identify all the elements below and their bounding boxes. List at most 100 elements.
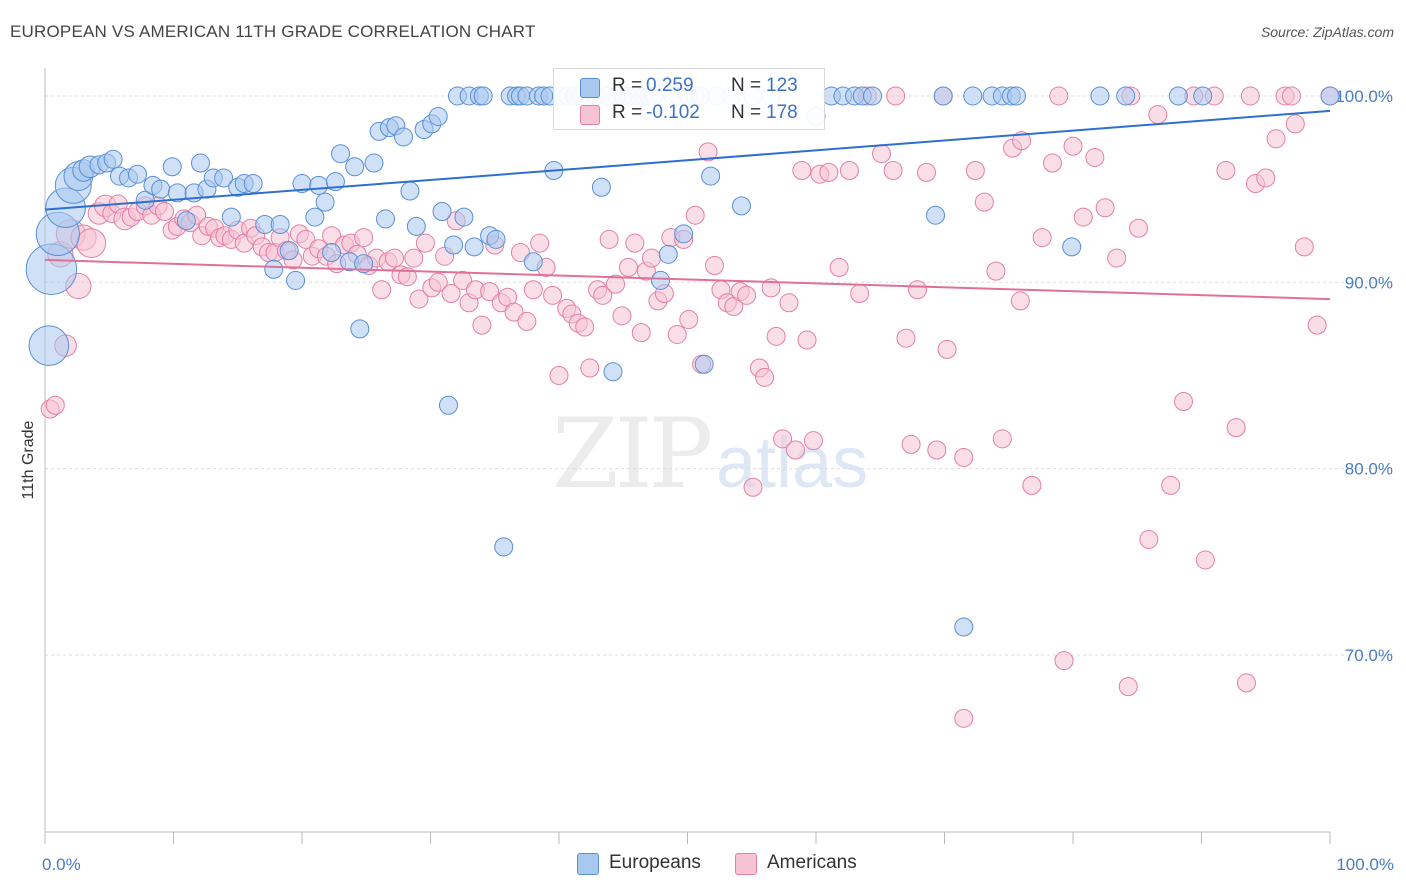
american-point bbox=[819, 162, 839, 182]
american-point bbox=[409, 289, 429, 309]
european-point bbox=[926, 205, 946, 225]
y-axis-label: 11th Grade bbox=[20, 420, 37, 499]
european-point bbox=[28, 325, 70, 366]
x-tick-label-min: 0.0% bbox=[42, 855, 81, 874]
americans-trend-line bbox=[44, 258, 1331, 301]
european-point bbox=[400, 181, 420, 201]
europeans-swatch bbox=[580, 78, 600, 98]
stats-row-europeans: R = 0.259 N = 123 bbox=[554, 75, 824, 101]
american-point bbox=[896, 328, 916, 348]
european-point bbox=[345, 157, 365, 177]
american-point bbox=[792, 160, 812, 180]
american-point bbox=[612, 306, 632, 326]
american-point bbox=[599, 229, 619, 249]
american-point bbox=[937, 339, 957, 359]
american-point bbox=[510, 242, 530, 262]
european-point bbox=[963, 86, 983, 106]
american-point bbox=[1148, 105, 1168, 125]
european-point bbox=[1193, 86, 1213, 106]
american-point bbox=[354, 228, 374, 248]
american-point bbox=[1085, 147, 1105, 167]
american-point bbox=[755, 367, 775, 387]
trend-lines bbox=[44, 109, 1331, 301]
european-point bbox=[221, 207, 241, 227]
american-point bbox=[917, 162, 937, 182]
x-ticks bbox=[44, 832, 1331, 844]
american-point bbox=[766, 326, 786, 346]
european-point bbox=[1062, 237, 1082, 257]
american-point bbox=[779, 293, 799, 313]
american-point bbox=[76, 228, 107, 259]
european-point bbox=[694, 354, 714, 374]
americans-legend-swatch bbox=[735, 853, 757, 875]
american-point bbox=[1063, 136, 1083, 156]
european-point bbox=[1168, 86, 1188, 106]
american-point bbox=[1266, 129, 1286, 149]
european-point bbox=[933, 86, 953, 106]
stats-row-americans: R = -0.102 N = 178 bbox=[554, 102, 824, 128]
european-point bbox=[473, 86, 493, 106]
european-point bbox=[464, 237, 484, 257]
americans-swatch bbox=[580, 105, 600, 125]
american-point bbox=[839, 160, 859, 180]
american-point bbox=[1174, 392, 1194, 412]
american-point bbox=[1195, 550, 1215, 570]
american-point bbox=[1285, 114, 1305, 134]
american-point bbox=[415, 233, 435, 253]
american-point bbox=[1256, 168, 1276, 188]
american-point bbox=[543, 285, 563, 305]
american-point bbox=[530, 233, 550, 253]
american-point bbox=[1042, 153, 1062, 173]
european-point bbox=[243, 174, 263, 194]
european-point bbox=[214, 168, 234, 188]
y-tick-labels: 70.0% 80.0% 90.0% 100.0% bbox=[1335, 87, 1393, 665]
american-point bbox=[625, 233, 645, 253]
american-point bbox=[829, 257, 849, 277]
american-point bbox=[480, 282, 500, 302]
y-tick-label: 90.0% bbox=[1345, 273, 1393, 292]
american-point bbox=[1095, 198, 1115, 218]
american-point bbox=[986, 261, 1006, 281]
american-point bbox=[685, 205, 705, 225]
european-point bbox=[1090, 86, 1110, 106]
american-point bbox=[441, 283, 461, 303]
european-point bbox=[162, 157, 182, 177]
american-point bbox=[883, 160, 903, 180]
y-tick-label: 70.0% bbox=[1345, 646, 1393, 665]
european-point bbox=[315, 192, 335, 212]
american-point bbox=[428, 272, 448, 292]
r-value: 0.259 bbox=[646, 75, 694, 96]
american-point bbox=[954, 708, 974, 728]
european-point bbox=[603, 362, 623, 382]
x-tick-label-max: 100.0% bbox=[1336, 855, 1394, 874]
american-point bbox=[385, 248, 405, 268]
european-point bbox=[486, 229, 506, 249]
american-point bbox=[698, 142, 718, 162]
european-point bbox=[286, 270, 306, 290]
european-point bbox=[364, 153, 384, 173]
n-value: 178 bbox=[766, 102, 798, 123]
chart-title: EUROPEAN VS AMERICAN 11TH GRADE CORRELAT… bbox=[10, 22, 536, 41]
american-point bbox=[1294, 237, 1314, 257]
european-point bbox=[354, 254, 374, 274]
european-point bbox=[190, 153, 210, 173]
american-point bbox=[872, 144, 892, 164]
european-point bbox=[701, 166, 721, 186]
european-point bbox=[103, 149, 123, 169]
american-point bbox=[1161, 475, 1181, 495]
r-value: -0.102 bbox=[646, 102, 700, 123]
american-point bbox=[992, 429, 1012, 449]
american-point bbox=[618, 257, 638, 277]
american-point bbox=[580, 358, 600, 378]
american-point bbox=[965, 160, 985, 180]
n-value: 123 bbox=[766, 75, 798, 96]
european-point bbox=[350, 319, 370, 339]
european-point bbox=[264, 259, 284, 279]
american-point bbox=[472, 315, 492, 335]
american-point bbox=[679, 310, 699, 330]
american-point bbox=[1054, 651, 1074, 671]
american-point bbox=[1216, 160, 1236, 180]
american-point bbox=[523, 280, 543, 300]
american-point bbox=[667, 324, 687, 344]
american-point bbox=[803, 431, 823, 451]
